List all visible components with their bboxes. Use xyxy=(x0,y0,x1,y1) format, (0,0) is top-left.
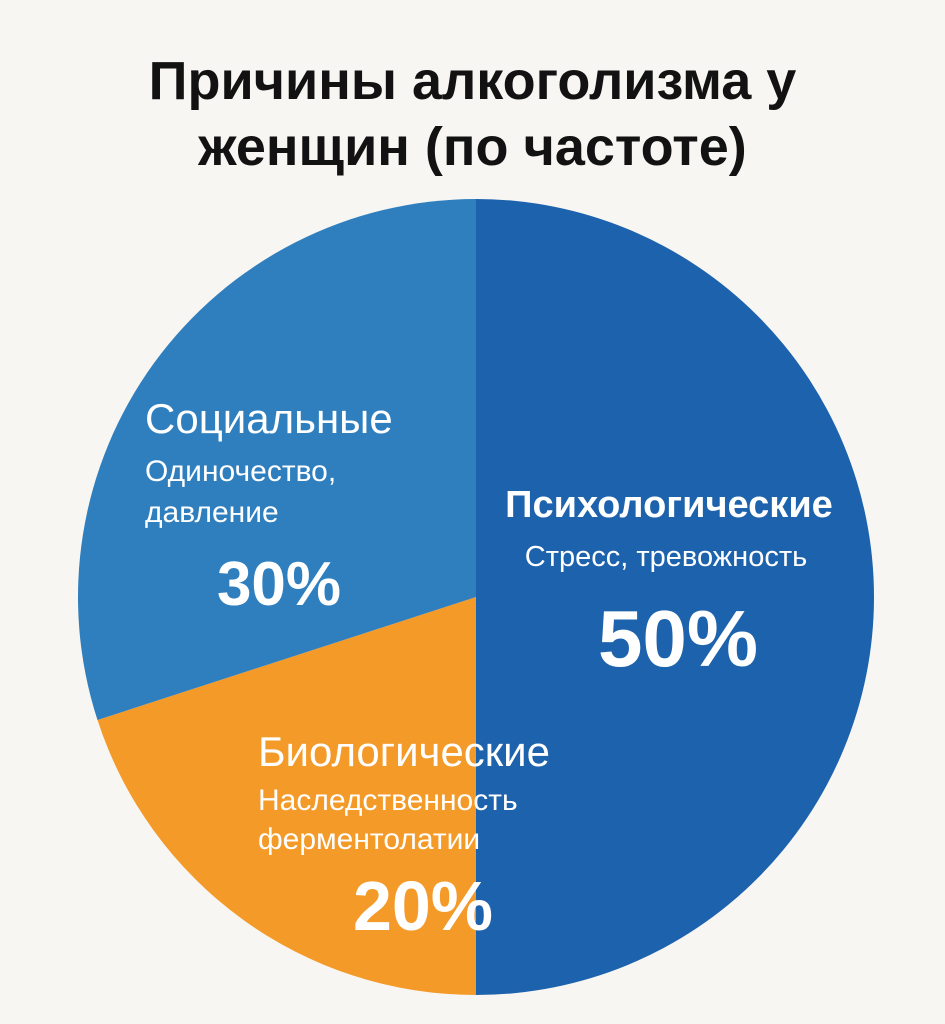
slice-desc-psychological-1: Стресс, тревожность xyxy=(525,541,807,573)
slice-value-biological: 20% xyxy=(353,867,493,945)
pie-slice-social xyxy=(78,199,476,720)
slice-value-social: 30% xyxy=(217,550,341,619)
pie-labels: Психологические Стресс, тревожность 50% … xyxy=(145,395,833,945)
slice-value-psychological: 50% xyxy=(598,594,758,683)
chart-title-line-1: Причины алкоголизма у xyxy=(148,51,797,111)
pie-slice-psychological xyxy=(476,199,874,995)
chart-title: Причины алкоголизма у женщин (по частоте… xyxy=(0,48,945,180)
slice-label-biological: Биологические xyxy=(258,728,550,775)
pie-slice-biological xyxy=(97,597,476,995)
slice-desc-biological-1: Наследственность xyxy=(258,784,518,817)
chart-title-line-2: женщин (по частоте) xyxy=(198,117,747,177)
slice-label-social: Социальные xyxy=(145,395,393,442)
pie-slices xyxy=(78,199,874,995)
slice-desc-social-1: Одиночество, xyxy=(145,455,336,488)
slice-label-psychological: Психологические xyxy=(505,484,833,526)
slice-desc-social-2: давление xyxy=(145,496,279,529)
slice-desc-biological-2: ферментолатии xyxy=(258,823,480,856)
